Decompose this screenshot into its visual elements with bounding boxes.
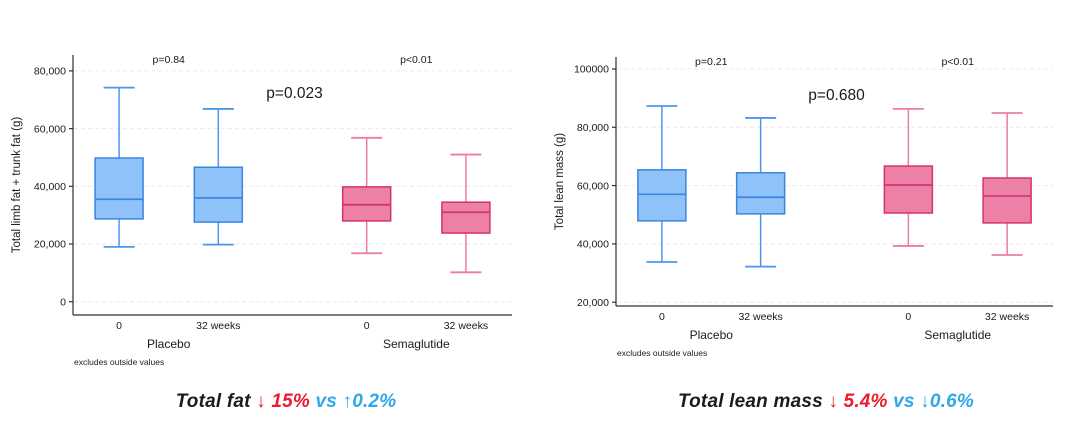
- y-tick-label: 40,000: [34, 181, 66, 193]
- excludes-note: excludes outside values: [74, 357, 164, 367]
- x-tick-label: 0: [659, 311, 665, 323]
- box-placebo-32-weeks: [193, 166, 244, 223]
- y-tick-label: 20,000: [577, 297, 609, 309]
- y-tick-label: 80,000: [577, 122, 609, 134]
- p-value-group2: p<0.01: [942, 56, 975, 68]
- y-tick-label: 20,000: [34, 239, 66, 251]
- box-semaglutide-32-weeks: [982, 177, 1032, 224]
- box-placebo-0: [94, 157, 144, 220]
- caption-segment: vs: [309, 391, 343, 412]
- x-tick-label: 32 weeks: [196, 320, 240, 332]
- box-semaglutide-0: [341, 186, 392, 222]
- caption-segment: 0.6%: [929, 391, 974, 412]
- p-value-between: p=0.680: [808, 87, 865, 104]
- caption-segment: 15%: [271, 391, 310, 412]
- caption-segment: ↓: [920, 391, 930, 412]
- box-semaglutide-0: [883, 165, 934, 214]
- p-value-group1: p=0.21: [695, 56, 728, 68]
- excludes-note: excludes outside values: [617, 348, 707, 358]
- boxplot-chart-1: 0 32 weeks 0 32 weeks 20,000 40,000 60,000 80,0…: [554, 56, 1053, 358]
- box-placebo-32-weeks: [735, 172, 786, 215]
- group-label-semaglutide: Semaglutide: [924, 328, 991, 342]
- caption-text: Total fat ↓ 15% vs ↑0.2%: [176, 391, 397, 413]
- group-label-placebo: Placebo: [690, 328, 734, 342]
- box-placebo-0: [637, 169, 687, 222]
- group-label-placebo: Placebo: [147, 337, 191, 351]
- group-label-semaglutide: Semaglutide: [383, 337, 450, 351]
- caption-segment: ↓: [828, 391, 844, 412]
- y-tick-label: 60,000: [577, 180, 609, 192]
- p-value-between: p=0.023: [266, 85, 322, 102]
- y-axis-title: Total lean mass (g): [554, 133, 566, 230]
- panel-total-lean-mass: 0 32 weeks 0 32 weeks 20,000 40,000 60,000 80,0…: [540, 0, 1080, 429]
- y-tick-label: 80,000: [34, 66, 66, 78]
- box-semaglutide-32-weeks: [441, 201, 491, 234]
- caption-segment: Total lean mass: [678, 391, 829, 412]
- caption-segment: Total fat: [175, 391, 257, 412]
- caption-total-lean-mass: Total lean mass ↓ 5.4% vs ↓0.6%: [540, 375, 1080, 429]
- x-tick-label: 32 weeks: [985, 311, 1029, 323]
- boxplot-chart-0: 0 32 weeks 0 32 weeks 0 20,000 40,000 60,000 80,…: [11, 54, 512, 367]
- p-value-group2: p<0.01: [400, 54, 433, 66]
- caption-segment: ↑: [342, 391, 353, 412]
- x-tick-label: 0: [364, 320, 370, 332]
- x-tick-label: 32 weeks: [444, 320, 488, 332]
- y-tick-label: 40,000: [577, 239, 609, 251]
- caption-total-fat: Total fat ↓ 15% vs ↑0.2%: [0, 375, 540, 429]
- x-tick-label: 32 weeks: [738, 311, 782, 323]
- y-tick-label: 60,000: [34, 123, 66, 135]
- y-tick-label: 0: [60, 296, 66, 308]
- panel-total-fat: 0 32 weeks 0 32 weeks 0 20,000 40,000 60,000 80,…: [0, 54, 540, 429]
- caption-text: Total lean mass ↓ 5.4% vs ↓0.6%: [678, 391, 974, 413]
- caption-segment: vs: [887, 391, 921, 412]
- y-tick-label: 100000: [574, 64, 609, 76]
- x-tick-label: 0: [116, 320, 122, 332]
- caption-segment: 0.2%: [352, 391, 397, 412]
- x-tick-label: 0: [905, 311, 911, 323]
- caption-segment: ↓: [256, 391, 272, 412]
- y-axis-title: Total limb fat + trunk fat (g): [11, 117, 23, 254]
- p-value-group1: p=0.84: [152, 54, 185, 66]
- caption-segment: 5.4%: [843, 391, 888, 412]
